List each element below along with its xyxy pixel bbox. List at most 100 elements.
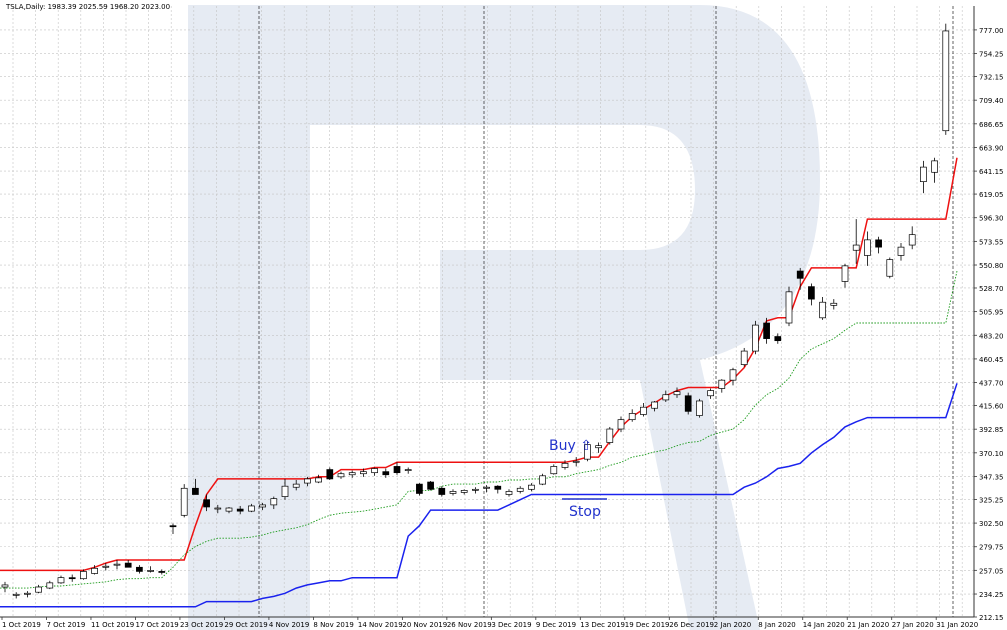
candle-body [35,586,42,593]
candle-body [516,487,524,492]
candle [102,563,110,571]
candle-body [57,577,65,584]
candle [785,286,793,327]
candle [472,487,479,494]
candle [606,426,614,445]
x-tick-label: 4 Nov 2019 [269,621,309,629]
candle-body [494,485,502,490]
x-tick-label: 1 Oct 2019 [2,621,41,629]
candle-body [740,350,748,365]
candle-body [136,566,143,572]
candle [584,441,591,462]
price-channels [0,157,958,608]
candle [91,565,98,575]
candle [438,486,446,497]
x-tick-label: 14 Jan 2020 [803,621,845,629]
candle-body [348,472,356,476]
y-tick-label: 732.15 [979,74,1004,82]
candle-body [897,246,905,256]
candle-body [651,401,658,409]
x-tick-label: 26 Nov 2019 [447,621,492,629]
candle-body [259,504,266,508]
x-tick-label: 26 Dec 2019 [669,621,714,629]
candle [248,503,255,513]
candle-body [483,486,490,489]
x-tick-label: 17 Oct 2019 [135,621,178,629]
candle [942,23,950,135]
y-tick-label: 641.15 [979,168,1004,176]
candle-body [180,487,188,516]
candle [416,483,423,496]
channel-line-1 [0,270,958,589]
candle-body [371,468,378,474]
candle [819,297,826,320]
y-tick-label: 754.25 [979,51,1004,59]
candle-body [147,570,154,572]
x-tick-label: 29 Oct 2019 [224,621,267,629]
y-tick-label: 302.50 [979,520,1004,528]
candle-body [920,166,927,183]
candle-body [662,394,670,401]
channel-line-0 [0,157,958,572]
candle [864,231,871,266]
candle-body [472,488,479,491]
candle [57,575,65,584]
candle-body [315,477,322,483]
candle-body [606,428,614,443]
y-tick-label: 663.90 [979,144,1004,152]
candle [505,489,513,497]
candle-body [752,324,759,352]
candle [740,347,748,367]
candle [180,484,188,518]
candle [875,236,882,254]
candle-body [225,507,233,512]
candle-body [684,395,692,412]
candle-body [796,270,804,279]
candle [550,464,558,475]
candle [449,489,457,496]
candle-body [304,478,311,484]
candle [124,559,132,568]
x-tick-label: 11 Oct 2019 [91,621,134,629]
candle [561,460,569,470]
time-scale: 1 Oct 2019 7 Oct 2019 11 Oct 2019 17 Oct 20… [1,617,978,629]
x-tick-label: 8 Nov 2019 [313,621,353,629]
stop-label: Stop [569,504,601,520]
candle-body [785,291,793,324]
candle-body [124,562,132,568]
chart-header: TSLA,Daily: 1983.39 2025.59 1968.20 2023… [5,3,170,11]
x-tick-label: 21 Jan 2020 [847,621,889,629]
candle [259,502,266,511]
candle [628,409,636,422]
candle-body [718,379,726,389]
candle [774,333,782,344]
channel-line-2 [0,383,958,608]
candle [35,584,42,594]
candle [539,473,546,486]
candle [528,483,535,492]
candle [796,267,804,290]
x-tick-label: 27 Jan 2020 [892,621,934,629]
candle-body [427,481,434,490]
candle-body [595,445,602,449]
candle-body [841,265,849,282]
x-tick-label: 8 Jan 2020 [758,621,796,629]
candle-body [326,469,334,480]
candle [908,226,916,250]
candle-body [270,498,278,506]
candle-body [460,490,468,493]
candle [281,478,289,500]
candle-body [192,487,199,495]
y-tick-label: 709.40 [979,97,1004,105]
candle [516,486,524,494]
y-tick-label: 437.70 [979,380,1004,388]
candle [841,263,849,288]
y-tick-label: 392.85 [979,426,1004,434]
candle-body [46,582,54,589]
candle [113,559,121,570]
candle [651,400,658,412]
candle-body [584,444,591,460]
y-tick-label: 234.25 [979,591,1004,599]
candle [763,317,770,344]
candle-body [931,160,938,173]
